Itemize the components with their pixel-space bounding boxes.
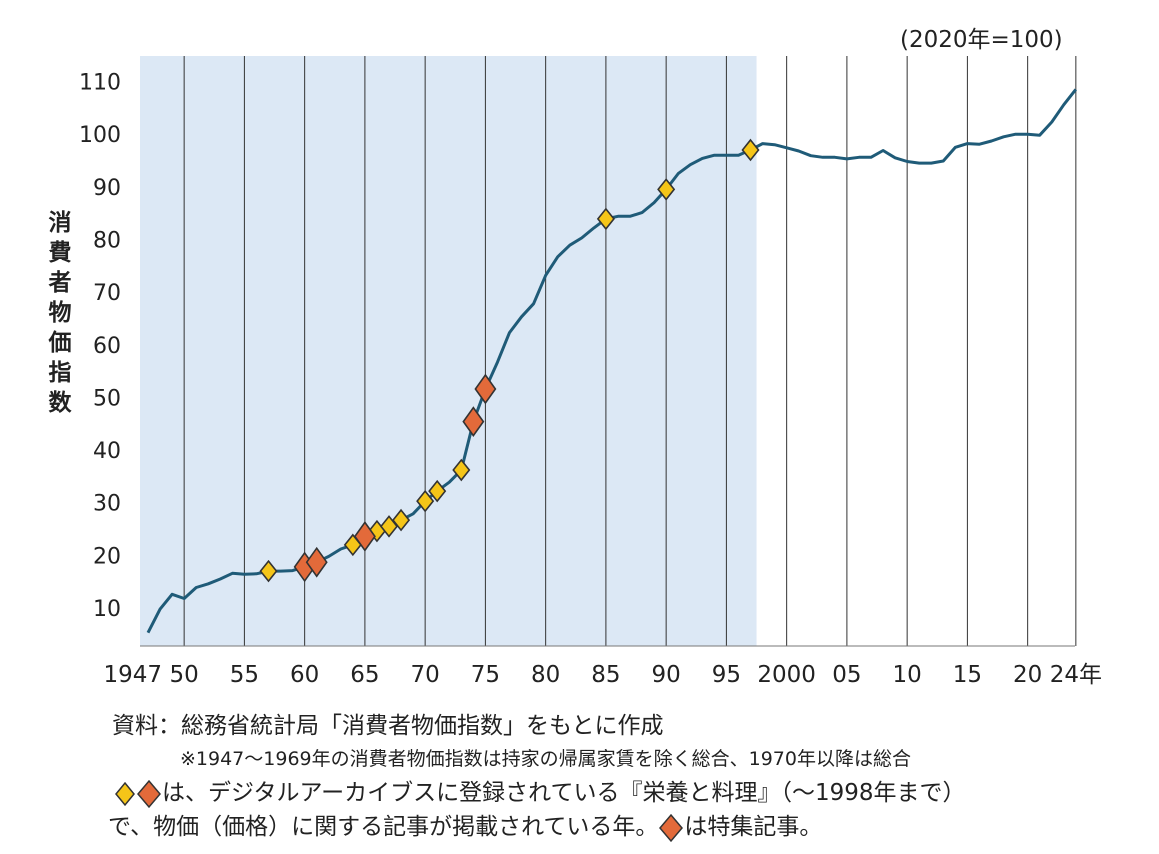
regular-marker-1985 [596, 207, 615, 231]
x-tick-label-1975: 75 [471, 662, 500, 688]
special-marker-1965 [353, 521, 376, 552]
regular-marker-1968 [392, 508, 411, 532]
cpi-line-chart: 10 20 30 40 50 60 70 80 90 100 110 1947 50 55 60 65 70 7… [79, 56, 1102, 688]
y-tick-label-20: 20 [93, 544, 121, 569]
x-tick-label-2024: 24年 [1050, 662, 1102, 688]
x-tick-label-1990: 90 [652, 662, 681, 688]
y-axis-tick-labels: 10 20 30 40 50 60 70 80 90 100 110 [79, 71, 121, 623]
legend-text-1: は、デジタルアーカイブスに登録されている『栄養と料理』（～1998年まで） [162, 780, 966, 806]
regular-marker-legend-icon [115, 781, 135, 806]
x-tick-label-1980: 80 [531, 662, 560, 688]
regular-marker-1967 [379, 515, 399, 538]
special-marker-1961 [305, 546, 328, 578]
regular-marker-1990 [657, 178, 676, 201]
legend-line-2: で、物価（価格）に関する記事が掲載されている年。 は特集記事。 [108, 807, 822, 843]
x-tick-label-1947: 1947 [103, 662, 162, 688]
legend-text-3: は特集記事。 [684, 814, 823, 840]
y-tick-label-10: 10 [93, 597, 121, 622]
digital-archive-period-shading [140, 56, 757, 646]
special-marker-legend-icon-2 [659, 813, 684, 842]
y-tick-label-80: 80 [93, 228, 121, 253]
y-tick-label-40: 40 [93, 439, 121, 464]
x-tick-label-2000: 2000 [757, 662, 816, 688]
regular-marker-1973 [452, 458, 471, 482]
x-tick-label-1995: 95 [712, 662, 741, 688]
y-tick-label-100: 100 [79, 123, 121, 148]
y-tick-label-90: 90 [93, 176, 121, 201]
x-axis-tick-labels: 1947 50 55 60 65 70 75 80 85 90 95 2000 05 10 15 20 24年 [103, 662, 1102, 688]
unit-label: (2020年=100) [900, 27, 1063, 53]
x-tick-label-2005: 05 [832, 662, 861, 688]
x-tick-label-1985: 85 [591, 662, 620, 688]
special-marker-legend-icon [137, 779, 161, 808]
legend-text-2: で、物価（価格）に関する記事が掲載されている年。 [108, 814, 659, 840]
y-tick-label-30: 30 [93, 492, 121, 517]
regular-marker-1957 [259, 559, 278, 583]
regular-marker-1970 [416, 489, 435, 513]
x-tick-label-1965: 65 [350, 662, 379, 688]
legend-line-1: は、デジタルアーカイブスに登録されている『栄養と料理』（～1998年まで） [114, 773, 966, 809]
x-tick-label-2015: 15 [953, 662, 982, 688]
x-tick-label-1970: 70 [411, 662, 440, 688]
regular-marker-1971 [428, 479, 447, 503]
x-tick-label-2010: 10 [893, 662, 922, 688]
y-tick-label-60: 60 [93, 334, 121, 359]
y-tick-label-50: 50 [93, 386, 121, 411]
vertical-gridlines [183, 56, 1077, 646]
y-axis-label: 消費者物価指数 [48, 210, 72, 416]
regular-marker-1997 [741, 138, 760, 162]
x-tick-label-1960: 60 [290, 662, 319, 688]
special-marker-1974 [462, 406, 485, 437]
footnote: ※1947～1969年の消費者物価指数は持家の帰属家賃を除く総合、1970年以降… [180, 748, 911, 770]
x-tick-label-1950: 50 [170, 662, 199, 688]
y-tick-label-110: 110 [79, 71, 121, 96]
article-markers [259, 138, 760, 583]
x-tick-label-1955: 55 [230, 662, 259, 688]
x-tick-label-2020: 20 [1013, 662, 1042, 688]
source-note: 資料：総務省統計局「消費者物価指数」をもとに作成 [112, 713, 664, 739]
special-marker-1975 [474, 373, 497, 405]
y-tick-label-70: 70 [93, 281, 121, 306]
